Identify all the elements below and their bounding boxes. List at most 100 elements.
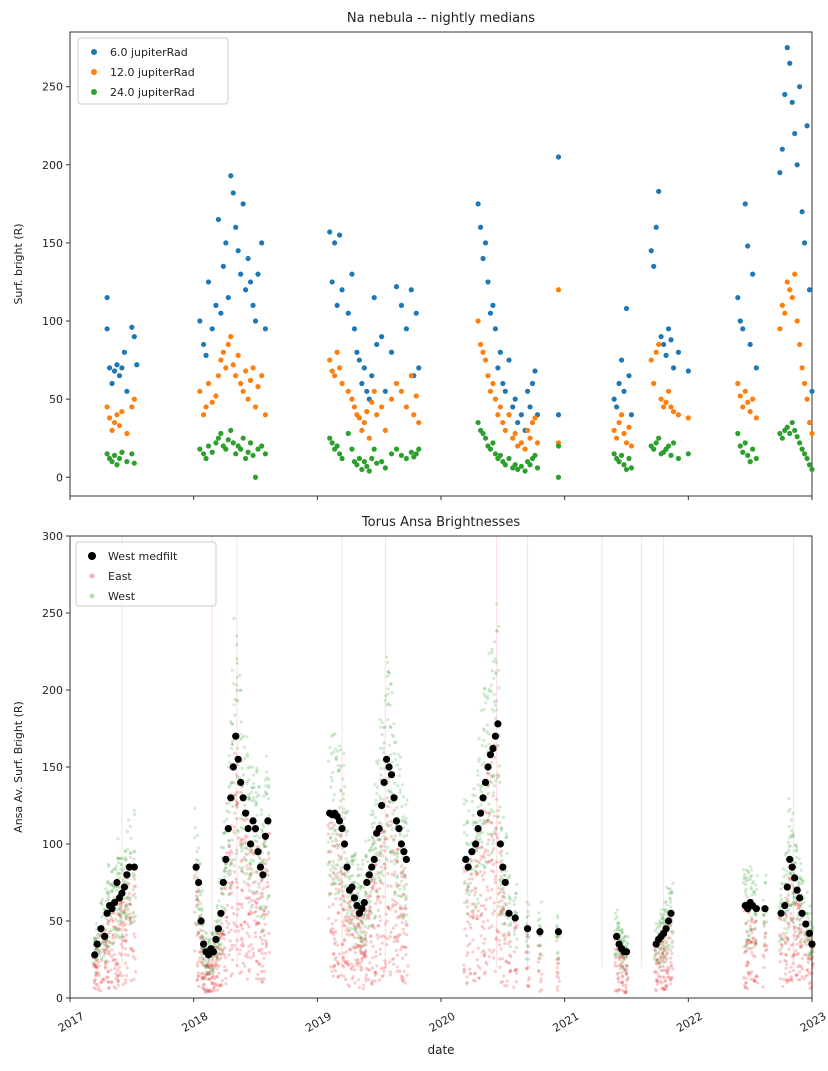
bottom-west-point — [536, 956, 541, 960]
bottom-west-point — [620, 931, 624, 935]
bottom-west-point — [401, 815, 405, 819]
bottom-west-point — [780, 897, 784, 901]
bottom-west-point — [393, 834, 397, 838]
bottom-west-point — [336, 749, 340, 753]
bottom-west-point — [238, 732, 242, 736]
bottom-west-point — [496, 744, 500, 748]
bottom-west-point — [403, 819, 407, 823]
top-point-12-0-jupiterrad — [124, 430, 130, 437]
bottom-east-point — [109, 916, 114, 920]
top-point-12-0-jupiterrad — [413, 393, 419, 399]
bottom-west-point — [378, 794, 382, 798]
bottom-east-point — [809, 949, 813, 954]
top-point-6-0-jupiterrad — [213, 302, 219, 309]
top-point-24-0-jupiterrad — [475, 419, 481, 426]
bottom-east-point — [666, 965, 670, 969]
bottom-west-point — [791, 900, 796, 904]
bottom-west-point — [220, 845, 224, 849]
bottom-east-point — [749, 946, 753, 950]
bottom-west-point — [670, 889, 674, 894]
bottom-west-point — [217, 899, 221, 903]
bottom-east-point — [104, 959, 108, 963]
bottom-east-point — [262, 909, 266, 913]
bottom-east-point — [255, 840, 259, 844]
bottom-east-point — [356, 936, 360, 940]
bottom-west-point — [348, 906, 353, 910]
bottom-west-point — [660, 917, 664, 921]
bottom-east-point — [195, 964, 200, 968]
bottom-east-point — [462, 963, 466, 967]
top-point-12-0-jupiterrad — [506, 412, 512, 418]
bottom-west-point — [503, 902, 507, 906]
bottom-east-point — [220, 931, 224, 935]
bottom-west-point — [124, 912, 128, 916]
bottom-west-point — [490, 832, 494, 836]
bottom-west-point — [656, 924, 660, 928]
bottom-west-point — [527, 950, 531, 955]
bottom-east-point — [763, 936, 767, 940]
bottom-west-point — [762, 913, 766, 917]
bottom-east-point — [655, 958, 659, 962]
bottom-east-point — [345, 932, 349, 936]
bottom-point-west-medfilt — [496, 840, 504, 848]
bottom-point-west-medfilt — [511, 914, 519, 922]
bottom-west-point — [197, 889, 201, 893]
bottom-west-point — [475, 834, 479, 838]
bottom-east-point — [401, 870, 405, 874]
bottom-east-point — [744, 949, 749, 953]
bottom-east-point — [660, 943, 665, 948]
bottom-west-point — [255, 795, 259, 799]
bottom-west-point — [221, 928, 225, 933]
bottom-west-point — [616, 922, 620, 926]
bottom-east-point — [512, 950, 517, 954]
bottom-west-point — [331, 859, 335, 864]
bottom-west-point — [478, 833, 482, 837]
bottom-west-point — [475, 897, 479, 901]
bottom-east-point — [116, 962, 120, 966]
bottom-east-point — [486, 820, 490, 824]
bottom-west-point — [482, 692, 486, 696]
bottom-east-point — [504, 902, 509, 907]
top-point-6-0-jupiterrad — [555, 154, 562, 160]
bottom-east-point — [360, 944, 364, 948]
bottom-east-point — [362, 929, 366, 934]
top-point-6-0-jupiterrad — [806, 287, 813, 293]
bottom-west-point — [114, 932, 118, 936]
top-point-12-0-jupiterrad — [518, 440, 524, 446]
bottom-west-point — [401, 869, 405, 873]
bottom-west-point — [247, 900, 251, 905]
bottom-west-point — [487, 742, 491, 746]
bottom-west-point — [471, 820, 476, 824]
bottom-east-point — [385, 814, 389, 819]
bottom-west-point — [787, 809, 791, 813]
bottom-east-point — [230, 972, 234, 976]
bottom-east-point — [222, 932, 227, 936]
bottom-east-point — [254, 901, 258, 905]
bottom-west-point — [245, 781, 249, 786]
bottom-east-point — [462, 881, 467, 886]
bottom-east-point — [795, 972, 799, 977]
bottom-east-point — [333, 963, 337, 967]
bottom-west-point — [400, 783, 405, 787]
bottom-west-point — [356, 873, 360, 878]
bottom-east-point — [255, 922, 259, 926]
bottom-east-point — [349, 962, 353, 966]
bottom-point-west-medfilt — [249, 817, 257, 825]
bottom-east-point — [250, 898, 254, 902]
top-point-24-0-jupiterrad — [487, 446, 494, 452]
top-point-6-0-jupiterrad — [200, 341, 207, 348]
bottom-east-point — [513, 925, 517, 929]
bottom-east-point — [229, 974, 233, 978]
bottom-west-point — [330, 839, 334, 844]
bottom-west-point — [123, 905, 127, 909]
bottom-east-point — [383, 965, 387, 969]
bottom-west-point — [330, 863, 334, 867]
bottom-west-point — [100, 897, 105, 902]
top-point-24-0-jupiterrad — [252, 474, 259, 480]
bottom-east-point — [359, 919, 363, 924]
bottom-east-point — [625, 978, 629, 983]
bottom-west-point — [474, 904, 478, 908]
bottom-west-point — [746, 877, 750, 881]
bottom-east-point — [263, 867, 267, 871]
bottom-west-point — [625, 967, 629, 971]
